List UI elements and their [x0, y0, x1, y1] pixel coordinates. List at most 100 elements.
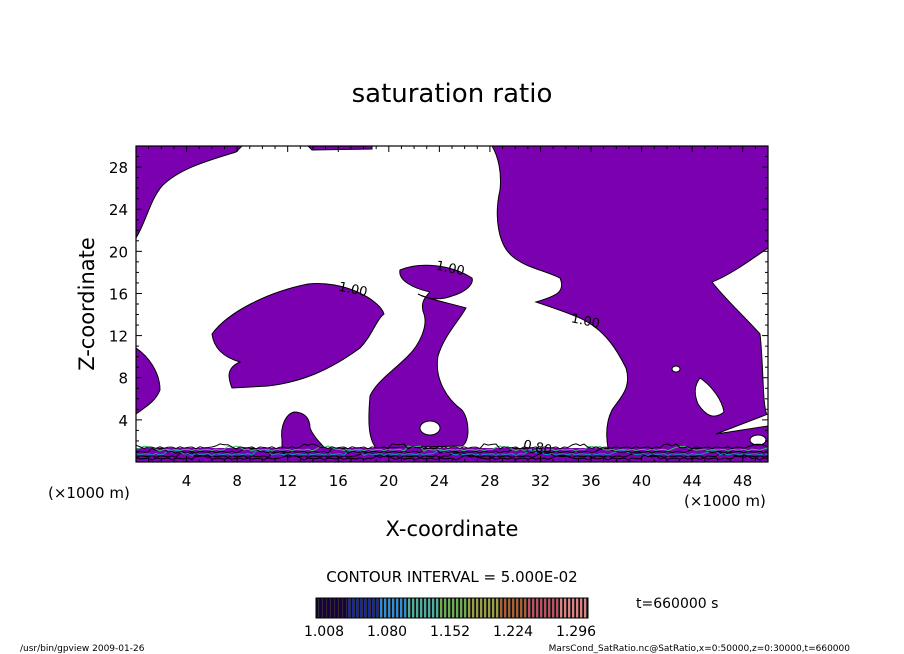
colorbar-gap: [374, 598, 376, 618]
colorbar-stripe: [324, 598, 327, 618]
colorbar: [316, 598, 588, 618]
colorbar-tick-label: 1.224: [493, 624, 533, 640]
y-axis-label: Z-coordinate: [75, 237, 99, 371]
colorbar-stripe: [480, 598, 483, 618]
hole-right-edge: [749, 434, 767, 446]
colorbar-tick-label: 1.008: [304, 624, 344, 640]
colorbar-stripe: [568, 598, 571, 618]
colorbar-stripe: [572, 598, 575, 618]
x-axis-label: X-coordinate: [386, 517, 519, 541]
colorbar-gap: [354, 598, 356, 618]
colorbar-gap: [350, 598, 352, 618]
colorbar-gap: [370, 598, 372, 618]
colorbar-stripe: [456, 598, 459, 618]
colorbar-stripe: [428, 598, 431, 618]
colorbar-stripe: [548, 598, 551, 618]
colorbar-stripe: [404, 598, 407, 618]
colorbar-gap: [402, 598, 404, 618]
colorbar-gap: [326, 598, 328, 618]
colorbar-gap: [546, 598, 548, 618]
colorbar-stripe: [360, 598, 363, 618]
colorbar-gap: [578, 598, 580, 618]
colorbar-gap: [378, 598, 380, 618]
bottom-contour-line: [136, 443, 768, 450]
colorbar-gap: [542, 598, 544, 618]
colorbar-gap: [574, 598, 576, 618]
region-left-edge: [136, 347, 161, 415]
colorbar-gap: [398, 598, 400, 618]
colorbar-stripe: [380, 598, 383, 618]
colorbar-gap: [582, 598, 584, 618]
colorbar-gap: [454, 598, 456, 618]
colorbar-stripe: [512, 598, 515, 618]
hole-center: [419, 420, 441, 436]
colorbar-stripe: [552, 598, 555, 618]
colorbar-stripe: [340, 598, 343, 618]
hole-right: [694, 377, 725, 417]
x-tick-label: 28: [480, 472, 499, 490]
colorbar-tick-label: 1.296: [556, 624, 596, 640]
colorbar-gap: [550, 598, 552, 618]
colorbar-gap: [562, 598, 564, 618]
colorbar-stripe: [364, 598, 367, 618]
colorbar-stripe: [396, 598, 399, 618]
colorbar-stripe: [408, 598, 411, 618]
colorbar-stripe: [532, 598, 535, 618]
colorbar-stripe: [484, 598, 487, 618]
y-tick-label: 16: [109, 285, 128, 303]
colorbar-stripe: [536, 598, 539, 618]
colorbar-stripe: [436, 598, 439, 618]
colorbar-gap: [458, 598, 460, 618]
colorbar-gap: [514, 598, 516, 618]
colorbar-stripe: [388, 598, 391, 618]
colorbar-stripe: [544, 598, 547, 618]
x-unit-right: (×1000 m): [684, 492, 766, 510]
region-small-left-low: [281, 411, 327, 451]
colorbar-stripe: [496, 598, 499, 618]
region-mid-left: [211, 282, 385, 389]
bottom-contour-line: [136, 449, 768, 457]
colorbar-stripe: [424, 598, 427, 618]
contour-labels: 1.00 1.00 1.00 0.80: [337, 259, 601, 459]
colorbar-stripe: [576, 598, 579, 618]
x-tick-label: 36: [581, 472, 600, 490]
x-tick-label: 40: [632, 472, 651, 490]
x-tick-label: 16: [329, 472, 348, 490]
colorbar-gap: [382, 598, 384, 618]
colorbar-gap: [494, 598, 496, 618]
colorbar-stripe: [520, 598, 523, 618]
colorbar-gap: [526, 598, 528, 618]
bottom-contour-line: [136, 447, 768, 454]
colorbar-gap: [390, 598, 392, 618]
y-tick-label: 12: [109, 328, 128, 346]
colorbar-gap: [446, 598, 448, 618]
colorbar-gap: [530, 598, 532, 618]
colorbar-gap: [362, 598, 364, 618]
colorbar-gap: [342, 598, 344, 618]
colorbar-gap: [490, 598, 492, 618]
colorbar-stripe: [564, 598, 567, 618]
colorbar-tick-label: 1.080: [367, 624, 407, 640]
hole-tiny: [671, 365, 681, 373]
colorbar-gap: [438, 598, 440, 618]
colorbar-gap: [522, 598, 524, 618]
contour-label: 0.80: [522, 438, 553, 459]
colorbar-gap: [570, 598, 572, 618]
colorbar-gap: [558, 598, 560, 618]
colorbar-stripe: [508, 598, 511, 618]
colorbar-stripe: [524, 598, 527, 618]
colorbar-gap: [498, 598, 500, 618]
colorbar-stripe: [316, 598, 319, 618]
colorbar-gap: [442, 598, 444, 618]
time-label: t=660000 s: [636, 596, 718, 612]
colorbar-gap: [554, 598, 556, 618]
colorbar-stripe: [344, 598, 347, 618]
colorbar-gap: [394, 598, 396, 618]
colorbar-tick-labels: 1.008 1.080 1.152 1.224 1.296: [304, 624, 596, 640]
colorbar-stripe: [412, 598, 415, 618]
chart-title: saturation ratio: [352, 79, 553, 109]
colorbar-stripe: [384, 598, 387, 618]
colorbar-gap: [506, 598, 508, 618]
colorbar-stripe: [476, 598, 479, 618]
